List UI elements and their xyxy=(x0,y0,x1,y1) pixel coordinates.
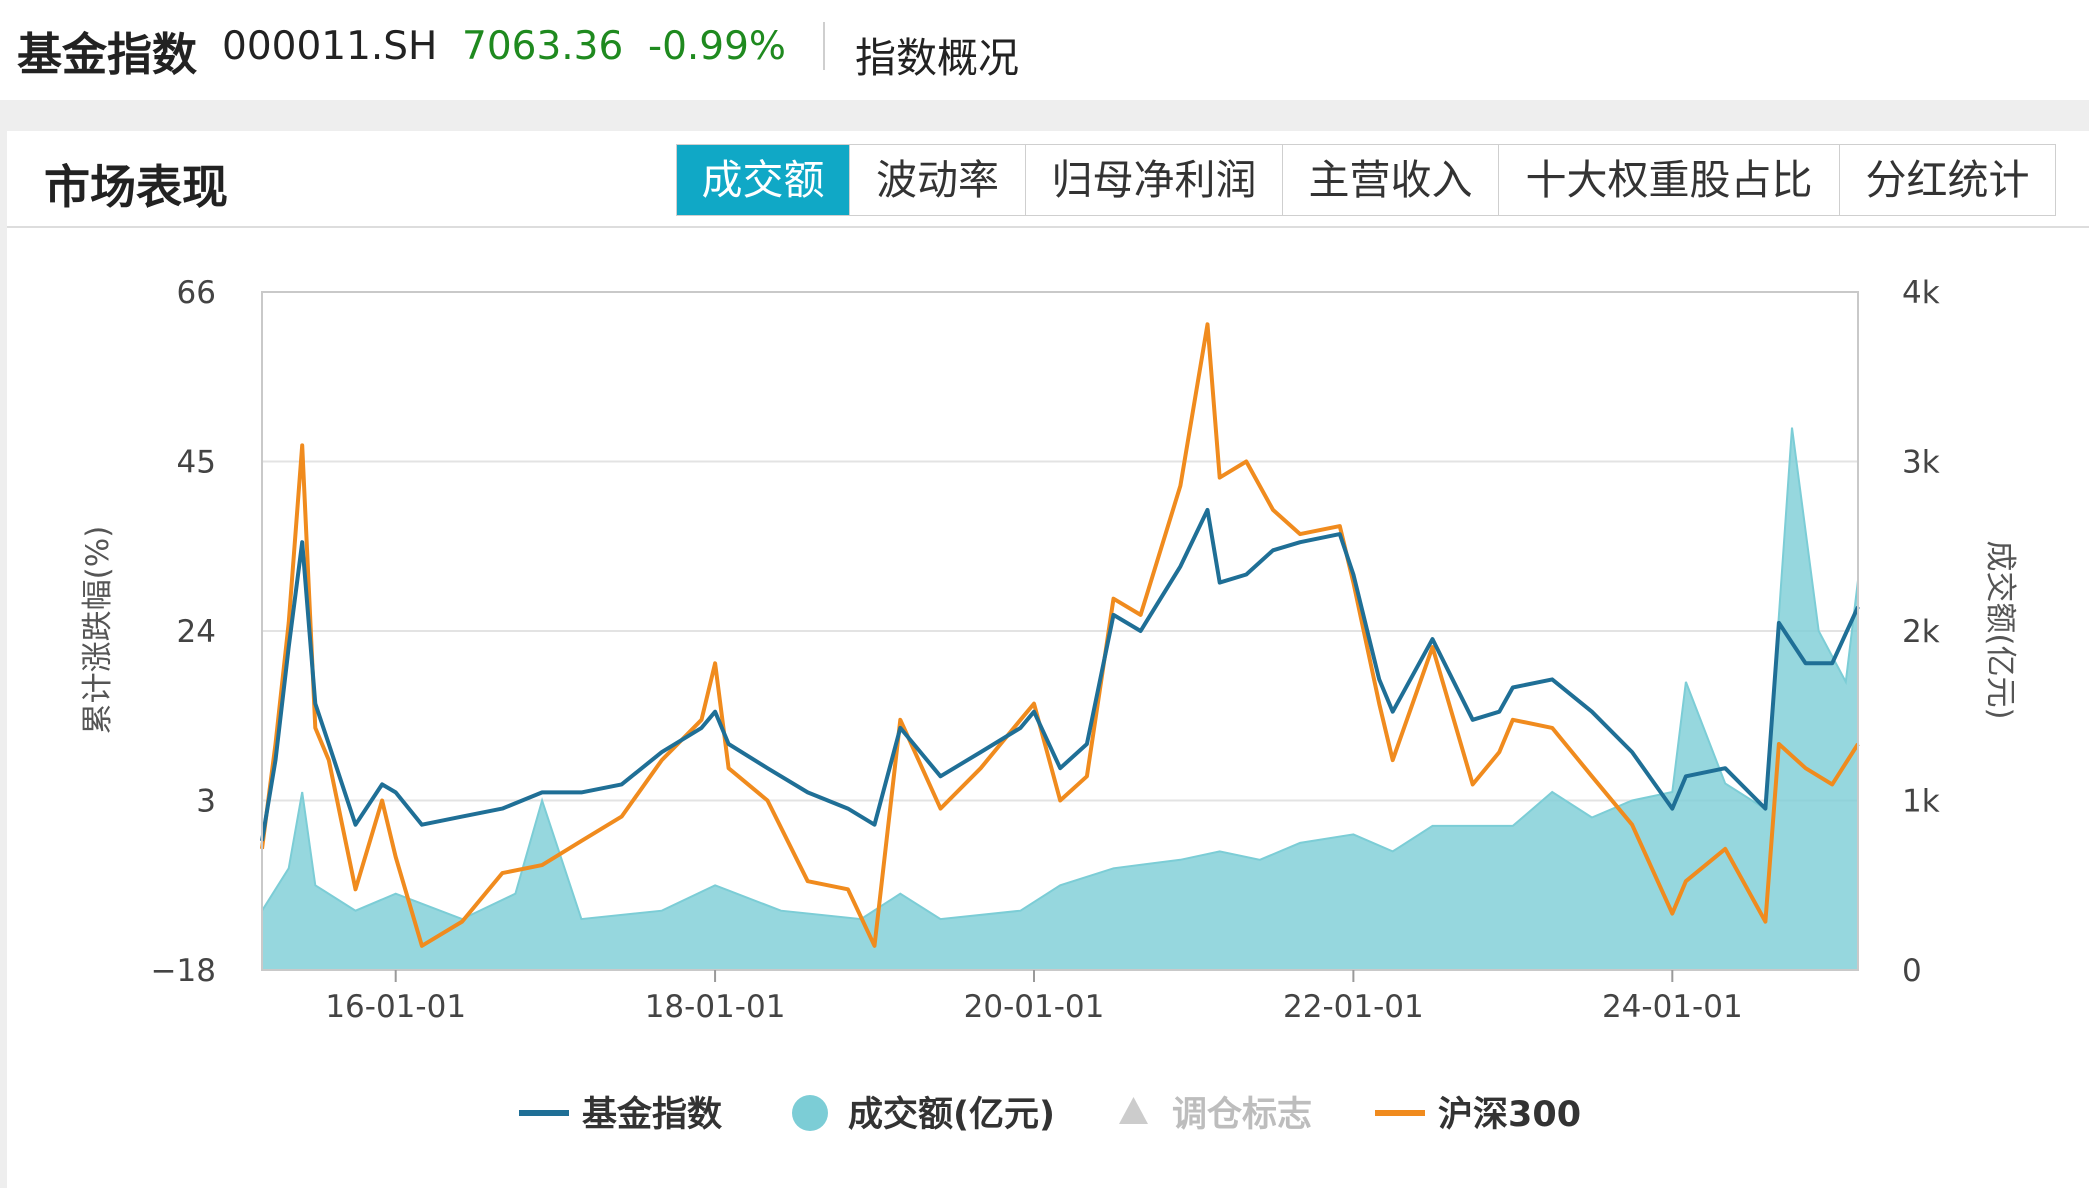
y-left-tick-label: 24 xyxy=(177,614,216,650)
legend-rebalance[interactable]: 调仓标志 xyxy=(1119,1095,1312,1135)
left-axis-ticks: 66 45 24 3 −18 xyxy=(151,275,216,989)
x-tick-label: 20-01-01 xyxy=(964,989,1105,1025)
csi300-line xyxy=(260,322,1860,948)
y-left-tick-label: −18 xyxy=(151,953,216,989)
y-axis-left-label: 累计涨跌幅(%) xyxy=(80,526,116,735)
x-tick-label: 16-01-01 xyxy=(325,989,466,1025)
legend-fund-index[interactable]: 基金指数 xyxy=(519,1094,722,1135)
index-code: 000011.SH xyxy=(222,24,438,69)
x-tick-label: 18-01-01 xyxy=(645,989,786,1025)
x-tick-label: 22-01-01 xyxy=(1283,989,1424,1025)
legend-rebalance-marker xyxy=(1119,1097,1148,1124)
tab-volatility[interactable]: 波动率 xyxy=(849,145,1025,215)
y-left-tick-label: 3 xyxy=(196,784,216,820)
header-bar: 基金指数 000011.SH 7063.36 -0.99% 指数概况 xyxy=(0,0,2089,100)
legend-rebalance-label: 调仓标志 xyxy=(1172,1095,1312,1135)
legend-volume[interactable]: 成交额(亿元) xyxy=(792,1094,1055,1135)
tab-dividend-stats[interactable]: 分红统计 xyxy=(1839,145,2055,215)
y-right-tick-label: 2k xyxy=(1902,614,1940,650)
legend-csi300[interactable]: 沪深300 xyxy=(1375,1095,1581,1135)
index-name: 基金指数 xyxy=(17,28,198,81)
index-price: 7063.36 xyxy=(462,24,624,69)
section-divider xyxy=(7,226,2089,228)
market-performance-panel: 市场表现 成交额 波动率 归母净利润 主营收入 十大权重股占比 分红统计 xyxy=(7,131,2089,1188)
y-right-tick-label: 1k xyxy=(1902,784,1940,820)
y-left-tick-label: 66 xyxy=(177,275,216,311)
tab-revenue[interactable]: 主营收入 xyxy=(1282,145,1498,215)
tab-turnover[interactable]: 成交额 xyxy=(677,145,849,215)
header-divider xyxy=(823,22,825,70)
legend-volume-label: 成交额(亿元) xyxy=(848,1094,1055,1135)
legend-volume-marker xyxy=(792,1095,828,1131)
section-title: 市场表现 xyxy=(44,160,228,214)
y-left-tick-label: 45 xyxy=(177,445,216,481)
right-axis-ticks: 4k 3k 2k 1k 0 xyxy=(1902,275,1940,989)
overview-link[interactable]: 指数概况 xyxy=(855,34,1019,82)
chart-legend: 基金指数 成交额(亿元) 调仓标志 沪深300 xyxy=(519,1094,1581,1135)
x-tick-label: 24-01-01 xyxy=(1602,989,1743,1025)
index-change: -0.99% xyxy=(648,24,786,69)
tab-top10-weight[interactable]: 十大权重股占比 xyxy=(1498,145,1839,215)
fund-index-line xyxy=(260,507,1860,842)
y-right-tick-label: 0 xyxy=(1902,953,1922,989)
volume-area xyxy=(261,427,1859,971)
y-right-tick-label: 4k xyxy=(1902,275,1940,311)
y-axis-right-label: 成交额(亿元) xyxy=(1982,540,2018,719)
tab-net-profit[interactable]: 归母净利润 xyxy=(1025,145,1282,215)
x-axis-ticks: 16-01-01 18-01-01 20-01-01 22-01-01 24-01-01 xyxy=(325,970,1743,1025)
plot-frame xyxy=(261,291,1859,971)
legend-fund-index-label: 基金指数 xyxy=(582,1094,722,1135)
metric-tabs: 成交额 波动率 归母净利润 主营收入 十大权重股占比 分红统计 xyxy=(676,144,2056,216)
y-right-tick-label: 3k xyxy=(1902,445,1940,481)
legend-csi300-label: 沪深300 xyxy=(1438,1095,1581,1135)
